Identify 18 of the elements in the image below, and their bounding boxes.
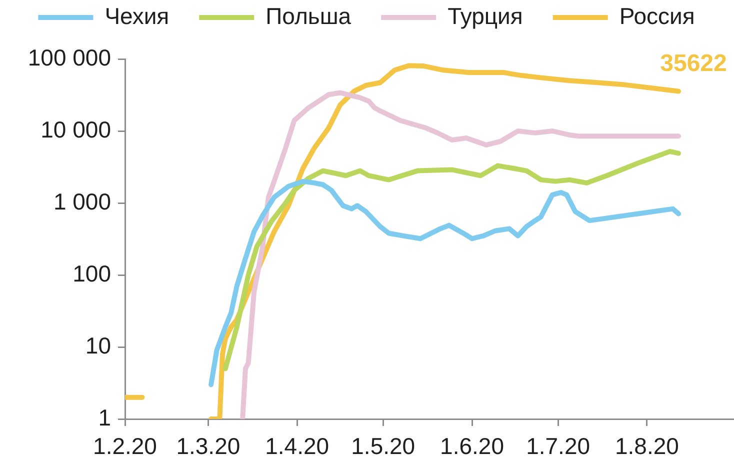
y-tick-label: 1 (98, 404, 111, 430)
x-tick-label: 1.5.20 (351, 433, 416, 460)
x-tick-label: 1.4.20 (265, 433, 330, 460)
legend-label: Россия (619, 2, 695, 29)
y-tick-label: 100 (72, 260, 111, 286)
x-tick-label: 1.2.20 (93, 433, 157, 460)
x-tick-label: 1.6.20 (440, 433, 504, 460)
y-tick-label: 10 000 (40, 116, 111, 142)
y-tick-label: 1 000 (53, 188, 111, 214)
legend-label: Чехия (104, 2, 170, 29)
x-tick-label: 1.3.20 (176, 433, 240, 460)
legend-label: Турция (448, 2, 523, 29)
x-tick-label: 1.8.20 (614, 433, 679, 460)
legend-label: Польша (266, 2, 352, 29)
x-tick-label: 1.7.20 (526, 433, 590, 460)
annotation: 35622 (660, 50, 727, 77)
y-tick-label: 10 (85, 332, 111, 358)
y-tick-label: 100 000 (28, 44, 111, 70)
